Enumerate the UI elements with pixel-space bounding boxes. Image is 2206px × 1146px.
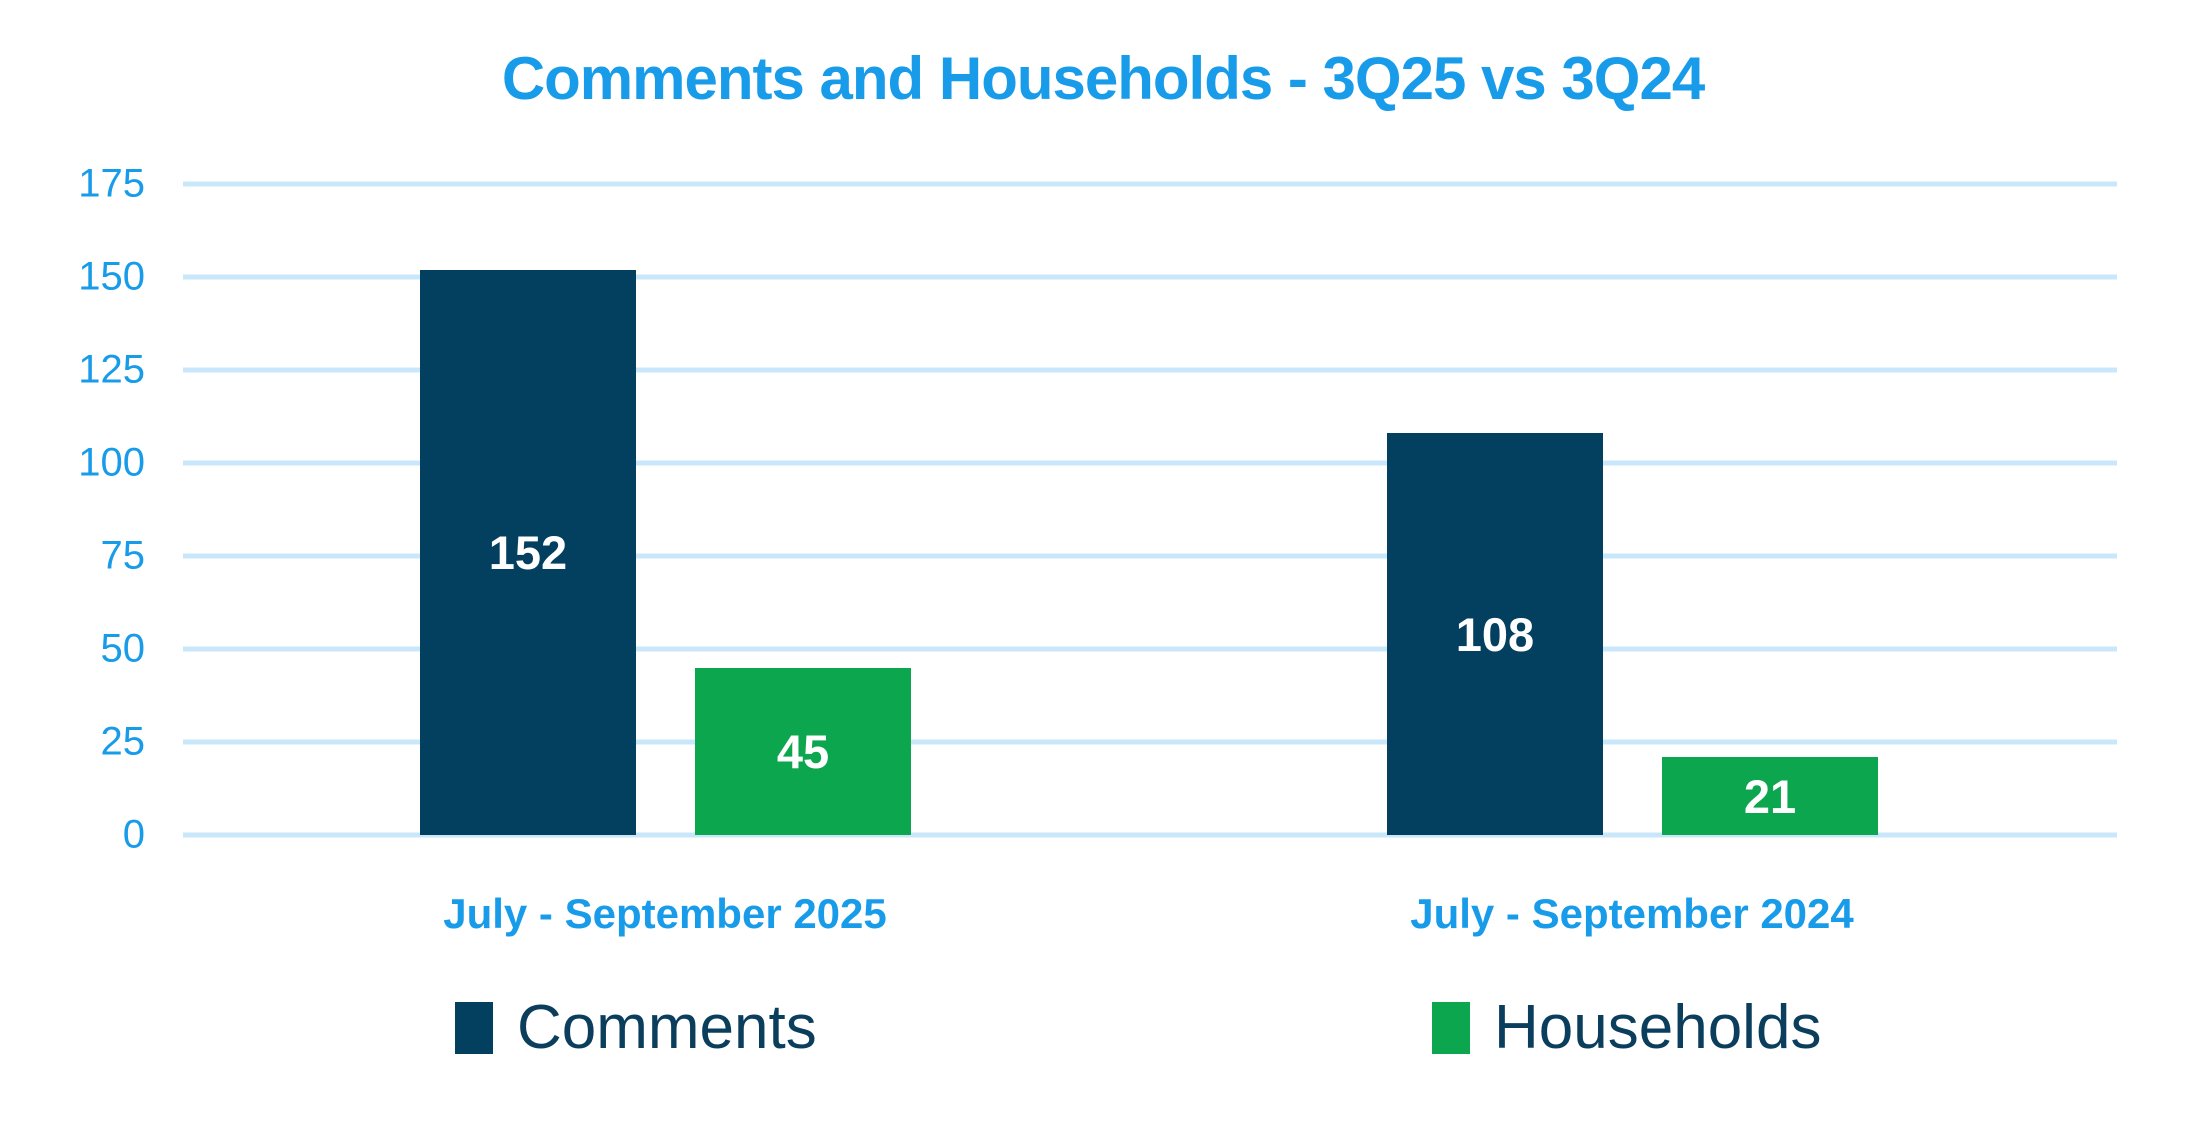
legend-item-comments: Comments bbox=[455, 992, 817, 1063]
bar-value-label: 45 bbox=[776, 725, 830, 778]
y-axis-tick-label: 175 bbox=[78, 161, 145, 206]
x-axis-category-label-2024: July - September 2024 bbox=[1410, 890, 1854, 937]
x-axis-category-label-2025: July - September 2025 bbox=[443, 890, 887, 937]
bar-value-label: 108 bbox=[1455, 607, 1535, 661]
bar-value-label: 152 bbox=[488, 526, 568, 579]
legend-swatch-comments-icon bbox=[455, 1001, 493, 1054]
y-axis-tick-label: 100 bbox=[78, 440, 145, 485]
bar-comments-2025: 152 bbox=[420, 270, 636, 835]
legend-item-households: Households bbox=[1432, 992, 1821, 1063]
bar-value-label: 21 bbox=[1743, 769, 1797, 823]
gridline-150 bbox=[183, 274, 2117, 280]
y-axis-tick-label: 75 bbox=[100, 533, 146, 578]
plot-area: 175 150 125 100 75 50 25 0 152 45 108 21 bbox=[78, 162, 2117, 857]
gridline-75 bbox=[183, 553, 2117, 559]
y-axis-tick-label: 50 bbox=[100, 626, 146, 671]
gridline-125 bbox=[183, 367, 2117, 373]
y-axis-tick-label: 150 bbox=[78, 254, 145, 299]
y-axis-tick-label: 125 bbox=[78, 347, 145, 392]
gridline-100 bbox=[183, 460, 2117, 466]
y-axis-tick-label: 0 bbox=[122, 812, 145, 857]
gridline-0 bbox=[183, 832, 2117, 838]
legend-label-comments: Comments bbox=[517, 993, 817, 1062]
bar-households-2024: 21 bbox=[1662, 757, 1878, 835]
chart-title: Comments and Households - 3Q25 vs 3Q24 bbox=[501, 45, 1705, 112]
legend-swatch-households-icon bbox=[1432, 1001, 1470, 1054]
gridline-175 bbox=[183, 181, 2117, 187]
legend-label-households: Households bbox=[1494, 993, 1822, 1062]
y-axis-tick-label: 25 bbox=[100, 719, 146, 764]
bar-comments-2024: 108 bbox=[1387, 433, 1603, 835]
gridline-25 bbox=[183, 739, 2117, 745]
gridline-50 bbox=[183, 646, 2117, 652]
bar-households-2025: 45 bbox=[695, 668, 911, 835]
